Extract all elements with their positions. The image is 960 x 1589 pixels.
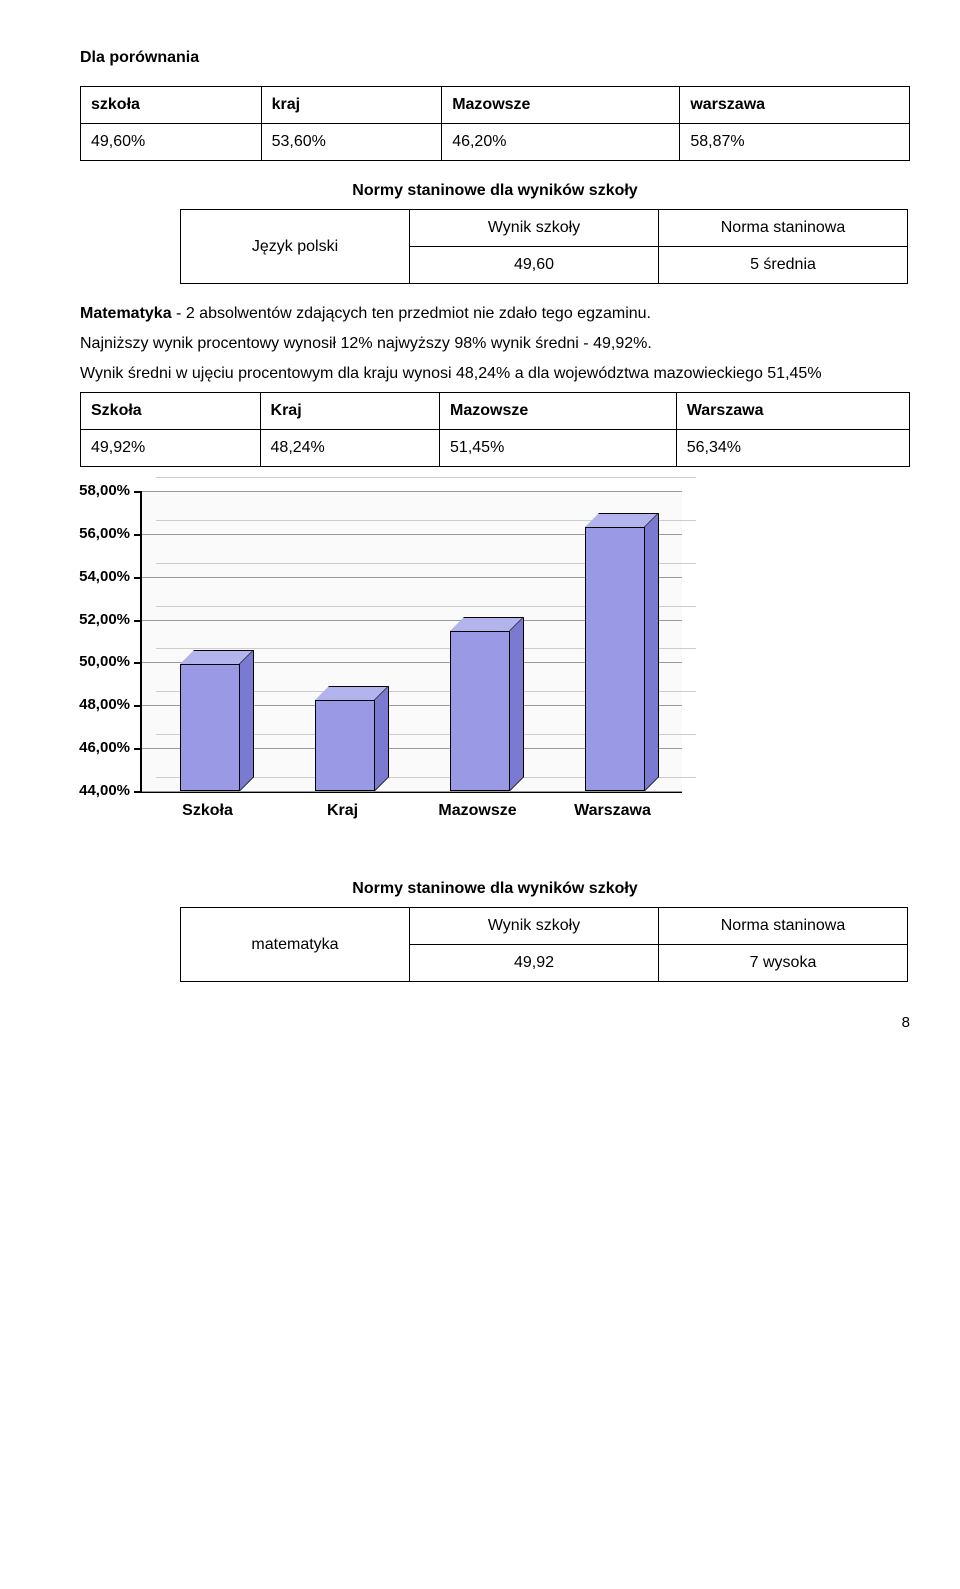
y-axis-label: 48,00% — [79, 694, 142, 717]
bar — [315, 686, 389, 791]
y-axis-label: 44,00% — [79, 780, 142, 803]
td: 49,92 — [410, 945, 659, 982]
y-axis-label: 54,00% — [79, 565, 142, 588]
math-text: - 2 absolwentów zdających ten przedmiot … — [172, 305, 651, 322]
y-axis-label: 56,00% — [79, 523, 142, 546]
norms-title-2: Normy staninowe dla wyników szkoły — [80, 877, 910, 901]
td: 51,45% — [440, 430, 677, 467]
para-avg: Wynik średni w ujęciu procentowym dla kr… — [80, 362, 910, 386]
y-axis-label: 52,00% — [79, 608, 142, 631]
td: 46,20% — [442, 124, 680, 161]
y-axis-label: 58,00% — [79, 480, 142, 503]
th: Mazowsze — [442, 87, 680, 124]
td: 49,60% — [81, 124, 262, 161]
th: Wynik szkoły — [410, 210, 659, 247]
x-axis-label: Mazowsze — [438, 799, 516, 823]
th: Norma staninowa — [659, 210, 908, 247]
th: szkoła — [81, 87, 262, 124]
td: 56,34% — [676, 430, 909, 467]
th: Warszawa — [676, 393, 909, 430]
th: Mazowsze — [440, 393, 677, 430]
x-axis-label: Szkoła — [182, 799, 233, 823]
norms-title-1: Normy staninowe dla wyników szkoły — [80, 179, 910, 203]
td: 48,24% — [260, 430, 440, 467]
td: 5 średnia — [659, 247, 908, 284]
norm-label: matematyka — [181, 908, 410, 982]
y-axis-label: 46,00% — [79, 737, 142, 760]
comparison-table-1: szkoła kraj Mazowsze warszawa 49,60% 53,… — [80, 86, 910, 161]
th: kraj — [261, 87, 442, 124]
th: Wynik szkoły — [410, 908, 659, 945]
td: 53,60% — [261, 124, 442, 161]
td: 58,87% — [680, 124, 910, 161]
bar — [180, 650, 254, 791]
norms-table-1: Język polski Wynik szkoły Norma staninow… — [180, 209, 908, 284]
th: Kraj — [260, 393, 440, 430]
bar-chart: 44,00%46,00%48,00%50,00%52,00%54,00%56,0… — [140, 491, 910, 837]
norm-label: Język polski — [181, 210, 410, 284]
y-axis-label: 50,00% — [79, 651, 142, 674]
x-axis-label: Warszawa — [574, 799, 651, 823]
td: 7 wysoka — [659, 945, 908, 982]
bar — [450, 617, 524, 791]
x-axis-label: Kraj — [327, 799, 358, 823]
math-label: Matematyka — [80, 305, 172, 322]
th: Norma staninowa — [659, 908, 908, 945]
norms-table-2: matematyka Wynik szkoły Norma staninowa … — [180, 907, 908, 982]
bar — [585, 513, 659, 791]
td: 49,60 — [410, 247, 659, 284]
section-heading: Dla porównania — [80, 46, 910, 70]
th: Szkoła — [81, 393, 261, 430]
para-range: Najniższy wynik procentowy wynosił 12% n… — [80, 332, 910, 356]
td: 49,92% — [81, 430, 261, 467]
comparison-table-2: Szkoła Kraj Mazowsze Warszawa 49,92% 48,… — [80, 392, 910, 467]
para-math: Matematyka - 2 absolwentów zdających ten… — [80, 302, 910, 326]
th: warszawa — [680, 87, 910, 124]
page-number: 8 — [80, 1012, 910, 1035]
